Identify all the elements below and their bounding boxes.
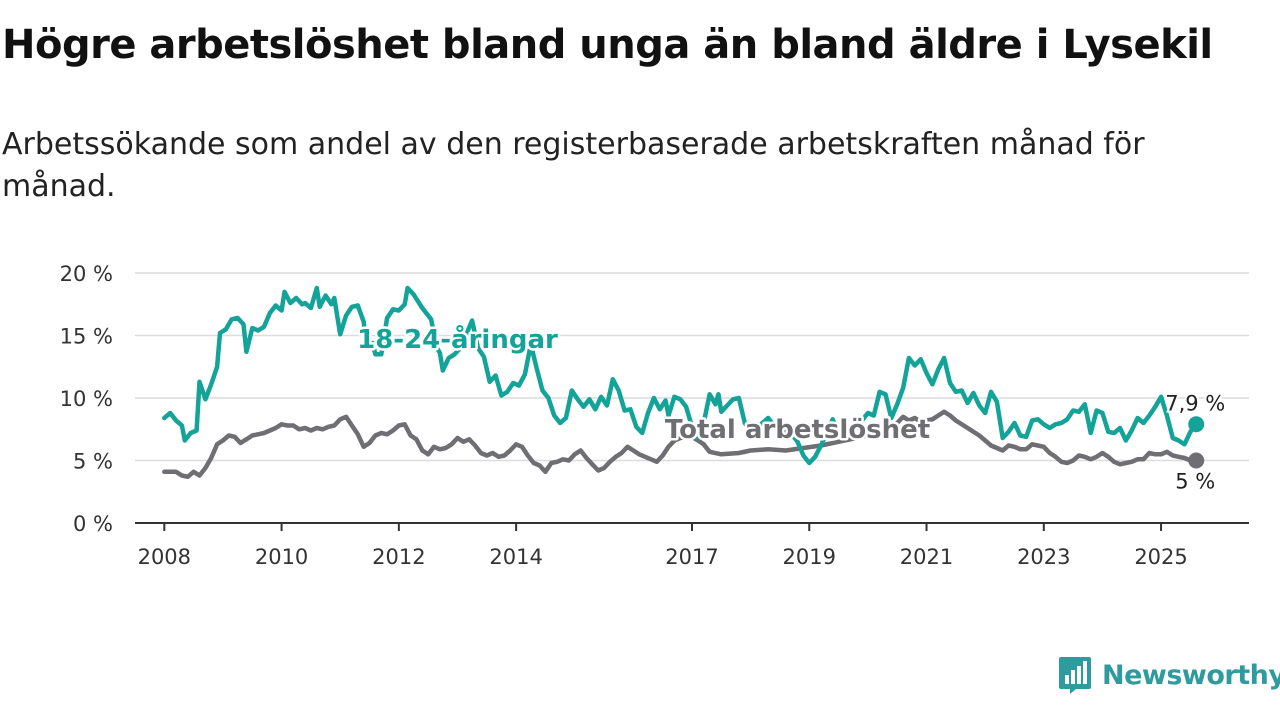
y-tick-label: 20 % [60, 262, 113, 286]
brand-logo: Newsworthy [1058, 654, 1280, 696]
y-tick-label: 0 % [73, 512, 113, 536]
series-label-youth: 18-24-åringar [357, 323, 558, 355]
newsworthy-chart-icon [1059, 657, 1091, 694]
x-tick-label: 2010 [255, 545, 308, 569]
chart-title: Högre arbetslöshet bland unga än bland ä… [2, 22, 1213, 68]
x-tick-label: 2017 [665, 545, 718, 569]
y-axis-ticks: 0 % 5 % 10 % 15 % 20 % [60, 262, 113, 536]
end-label-total: 5 % [1175, 470, 1215, 494]
series-line-youth [162, 285, 1199, 466]
brand-name: Newsworthy [1102, 659, 1280, 691]
x-tick-label: 2008 [138, 545, 191, 569]
series-lines [162, 285, 1199, 480]
x-tick-label: 2025 [1134, 545, 1187, 569]
series-annotations: 18-24-åringar Total arbetslöshet [355, 321, 933, 448]
x-tick-label: 2014 [489, 545, 542, 569]
x-axis: 2008 2010 2012 2014 2017 2019 2021 2023 2025 [135, 522, 1249, 569]
x-tick-label: 2019 [783, 545, 836, 569]
end-label-youth: 7,9 % [1165, 391, 1225, 415]
end-marker-youth [1188, 416, 1205, 433]
series-line-total [162, 409, 1199, 480]
x-tick-label: 2023 [1017, 545, 1070, 569]
y-tick-label: 10 % [60, 387, 113, 411]
y-tick-label: 5 % [73, 450, 113, 474]
chart-subtitle: Arbetssökande som andel av den registerb… [2, 127, 1145, 204]
y-tick-label: 15 % [60, 325, 113, 349]
x-tick-label: 2012 [372, 545, 425, 569]
end-markers: 7,9 % 5 % [1163, 389, 1227, 495]
series-label-total: Total arbetslöshet [665, 415, 930, 445]
end-marker-total [1188, 452, 1205, 469]
x-tick-label: 2021 [900, 545, 953, 569]
